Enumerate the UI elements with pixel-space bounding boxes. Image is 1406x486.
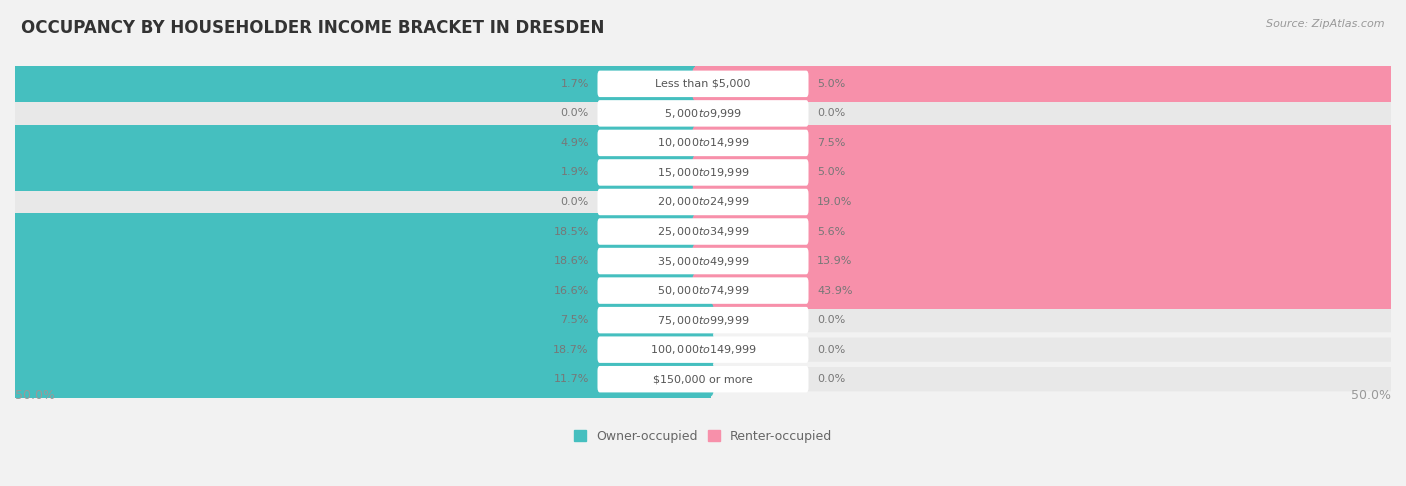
Polygon shape xyxy=(15,213,711,250)
Polygon shape xyxy=(695,272,1391,309)
FancyBboxPatch shape xyxy=(15,219,1391,243)
FancyBboxPatch shape xyxy=(692,214,785,249)
Text: 5.6%: 5.6% xyxy=(817,226,845,237)
FancyBboxPatch shape xyxy=(15,190,1391,214)
Text: 0.0%: 0.0% xyxy=(817,108,845,119)
Text: 5.0%: 5.0% xyxy=(817,168,845,177)
Text: 7.5%: 7.5% xyxy=(817,138,845,148)
Text: 4.9%: 4.9% xyxy=(561,138,589,148)
FancyBboxPatch shape xyxy=(15,249,1391,273)
FancyBboxPatch shape xyxy=(598,159,808,186)
Polygon shape xyxy=(15,66,711,102)
FancyBboxPatch shape xyxy=(673,155,714,190)
FancyBboxPatch shape xyxy=(15,367,1391,391)
FancyBboxPatch shape xyxy=(598,336,808,363)
FancyBboxPatch shape xyxy=(15,101,1391,125)
Text: $150,000 or more: $150,000 or more xyxy=(654,374,752,384)
FancyBboxPatch shape xyxy=(441,332,714,367)
Text: OCCUPANCY BY HOUSEHOLDER INCOME BRACKET IN DRESDEN: OCCUPANCY BY HOUSEHOLDER INCOME BRACKET … xyxy=(21,19,605,37)
Polygon shape xyxy=(695,66,1391,102)
FancyBboxPatch shape xyxy=(15,131,1391,155)
FancyBboxPatch shape xyxy=(598,70,808,97)
FancyBboxPatch shape xyxy=(598,130,808,156)
FancyBboxPatch shape xyxy=(15,308,1391,332)
FancyBboxPatch shape xyxy=(443,243,714,278)
FancyBboxPatch shape xyxy=(692,155,776,190)
Text: 0.0%: 0.0% xyxy=(561,108,589,119)
FancyBboxPatch shape xyxy=(15,278,1391,303)
Text: 18.5%: 18.5% xyxy=(554,226,589,237)
Polygon shape xyxy=(15,331,711,368)
FancyBboxPatch shape xyxy=(676,67,714,101)
FancyBboxPatch shape xyxy=(598,100,808,127)
FancyBboxPatch shape xyxy=(15,72,1391,96)
Text: $5,000 to $9,999: $5,000 to $9,999 xyxy=(664,107,742,120)
FancyBboxPatch shape xyxy=(598,189,808,215)
FancyBboxPatch shape xyxy=(598,248,808,274)
Polygon shape xyxy=(15,124,711,161)
FancyBboxPatch shape xyxy=(15,160,1391,185)
Text: 0.0%: 0.0% xyxy=(817,315,845,325)
Text: $10,000 to $14,999: $10,000 to $14,999 xyxy=(657,137,749,149)
Polygon shape xyxy=(695,213,1391,250)
Text: 16.6%: 16.6% xyxy=(554,286,589,295)
Text: 7.5%: 7.5% xyxy=(561,315,589,325)
Text: 5.0%: 5.0% xyxy=(817,79,845,89)
Polygon shape xyxy=(695,184,1391,220)
FancyBboxPatch shape xyxy=(692,125,810,160)
Polygon shape xyxy=(15,302,711,338)
Polygon shape xyxy=(695,243,1391,279)
Text: $50,000 to $74,999: $50,000 to $74,999 xyxy=(657,284,749,297)
Text: 50.0%: 50.0% xyxy=(1351,389,1391,402)
Legend: Owner-occupied, Renter-occupied: Owner-occupied, Renter-occupied xyxy=(574,430,832,443)
Text: 0.0%: 0.0% xyxy=(561,197,589,207)
Text: $15,000 to $19,999: $15,000 to $19,999 xyxy=(657,166,749,179)
Text: 1.7%: 1.7% xyxy=(561,79,589,89)
Polygon shape xyxy=(15,361,711,398)
Text: $25,000 to $34,999: $25,000 to $34,999 xyxy=(657,225,749,238)
Text: 0.0%: 0.0% xyxy=(817,345,845,355)
FancyBboxPatch shape xyxy=(444,214,714,249)
Text: Less than $5,000: Less than $5,000 xyxy=(655,79,751,89)
Text: $20,000 to $24,999: $20,000 to $24,999 xyxy=(657,195,749,208)
Polygon shape xyxy=(15,154,711,191)
Polygon shape xyxy=(15,272,711,309)
Text: 1.9%: 1.9% xyxy=(561,168,589,177)
Text: 11.7%: 11.7% xyxy=(554,374,589,384)
Polygon shape xyxy=(695,154,1391,191)
FancyBboxPatch shape xyxy=(692,243,898,278)
FancyBboxPatch shape xyxy=(471,273,714,308)
FancyBboxPatch shape xyxy=(598,218,808,245)
FancyBboxPatch shape xyxy=(692,67,776,101)
Text: $35,000 to $49,999: $35,000 to $49,999 xyxy=(657,255,749,268)
Polygon shape xyxy=(15,243,711,279)
Text: 18.7%: 18.7% xyxy=(554,345,589,355)
FancyBboxPatch shape xyxy=(631,125,714,160)
FancyBboxPatch shape xyxy=(15,338,1391,362)
Text: 18.6%: 18.6% xyxy=(554,256,589,266)
FancyBboxPatch shape xyxy=(598,366,808,392)
Text: $75,000 to $99,999: $75,000 to $99,999 xyxy=(657,313,749,327)
FancyBboxPatch shape xyxy=(538,362,714,397)
FancyBboxPatch shape xyxy=(598,307,808,333)
Text: 50.0%: 50.0% xyxy=(15,389,55,402)
Text: 19.0%: 19.0% xyxy=(817,197,852,207)
Text: 0.0%: 0.0% xyxy=(817,374,845,384)
Polygon shape xyxy=(695,124,1391,161)
FancyBboxPatch shape xyxy=(692,185,969,219)
Text: Source: ZipAtlas.com: Source: ZipAtlas.com xyxy=(1267,19,1385,30)
Text: $100,000 to $149,999: $100,000 to $149,999 xyxy=(650,343,756,356)
Text: 13.9%: 13.9% xyxy=(817,256,852,266)
FancyBboxPatch shape xyxy=(596,303,714,337)
Text: 43.9%: 43.9% xyxy=(817,286,852,295)
FancyBboxPatch shape xyxy=(692,273,1310,308)
FancyBboxPatch shape xyxy=(598,278,808,304)
